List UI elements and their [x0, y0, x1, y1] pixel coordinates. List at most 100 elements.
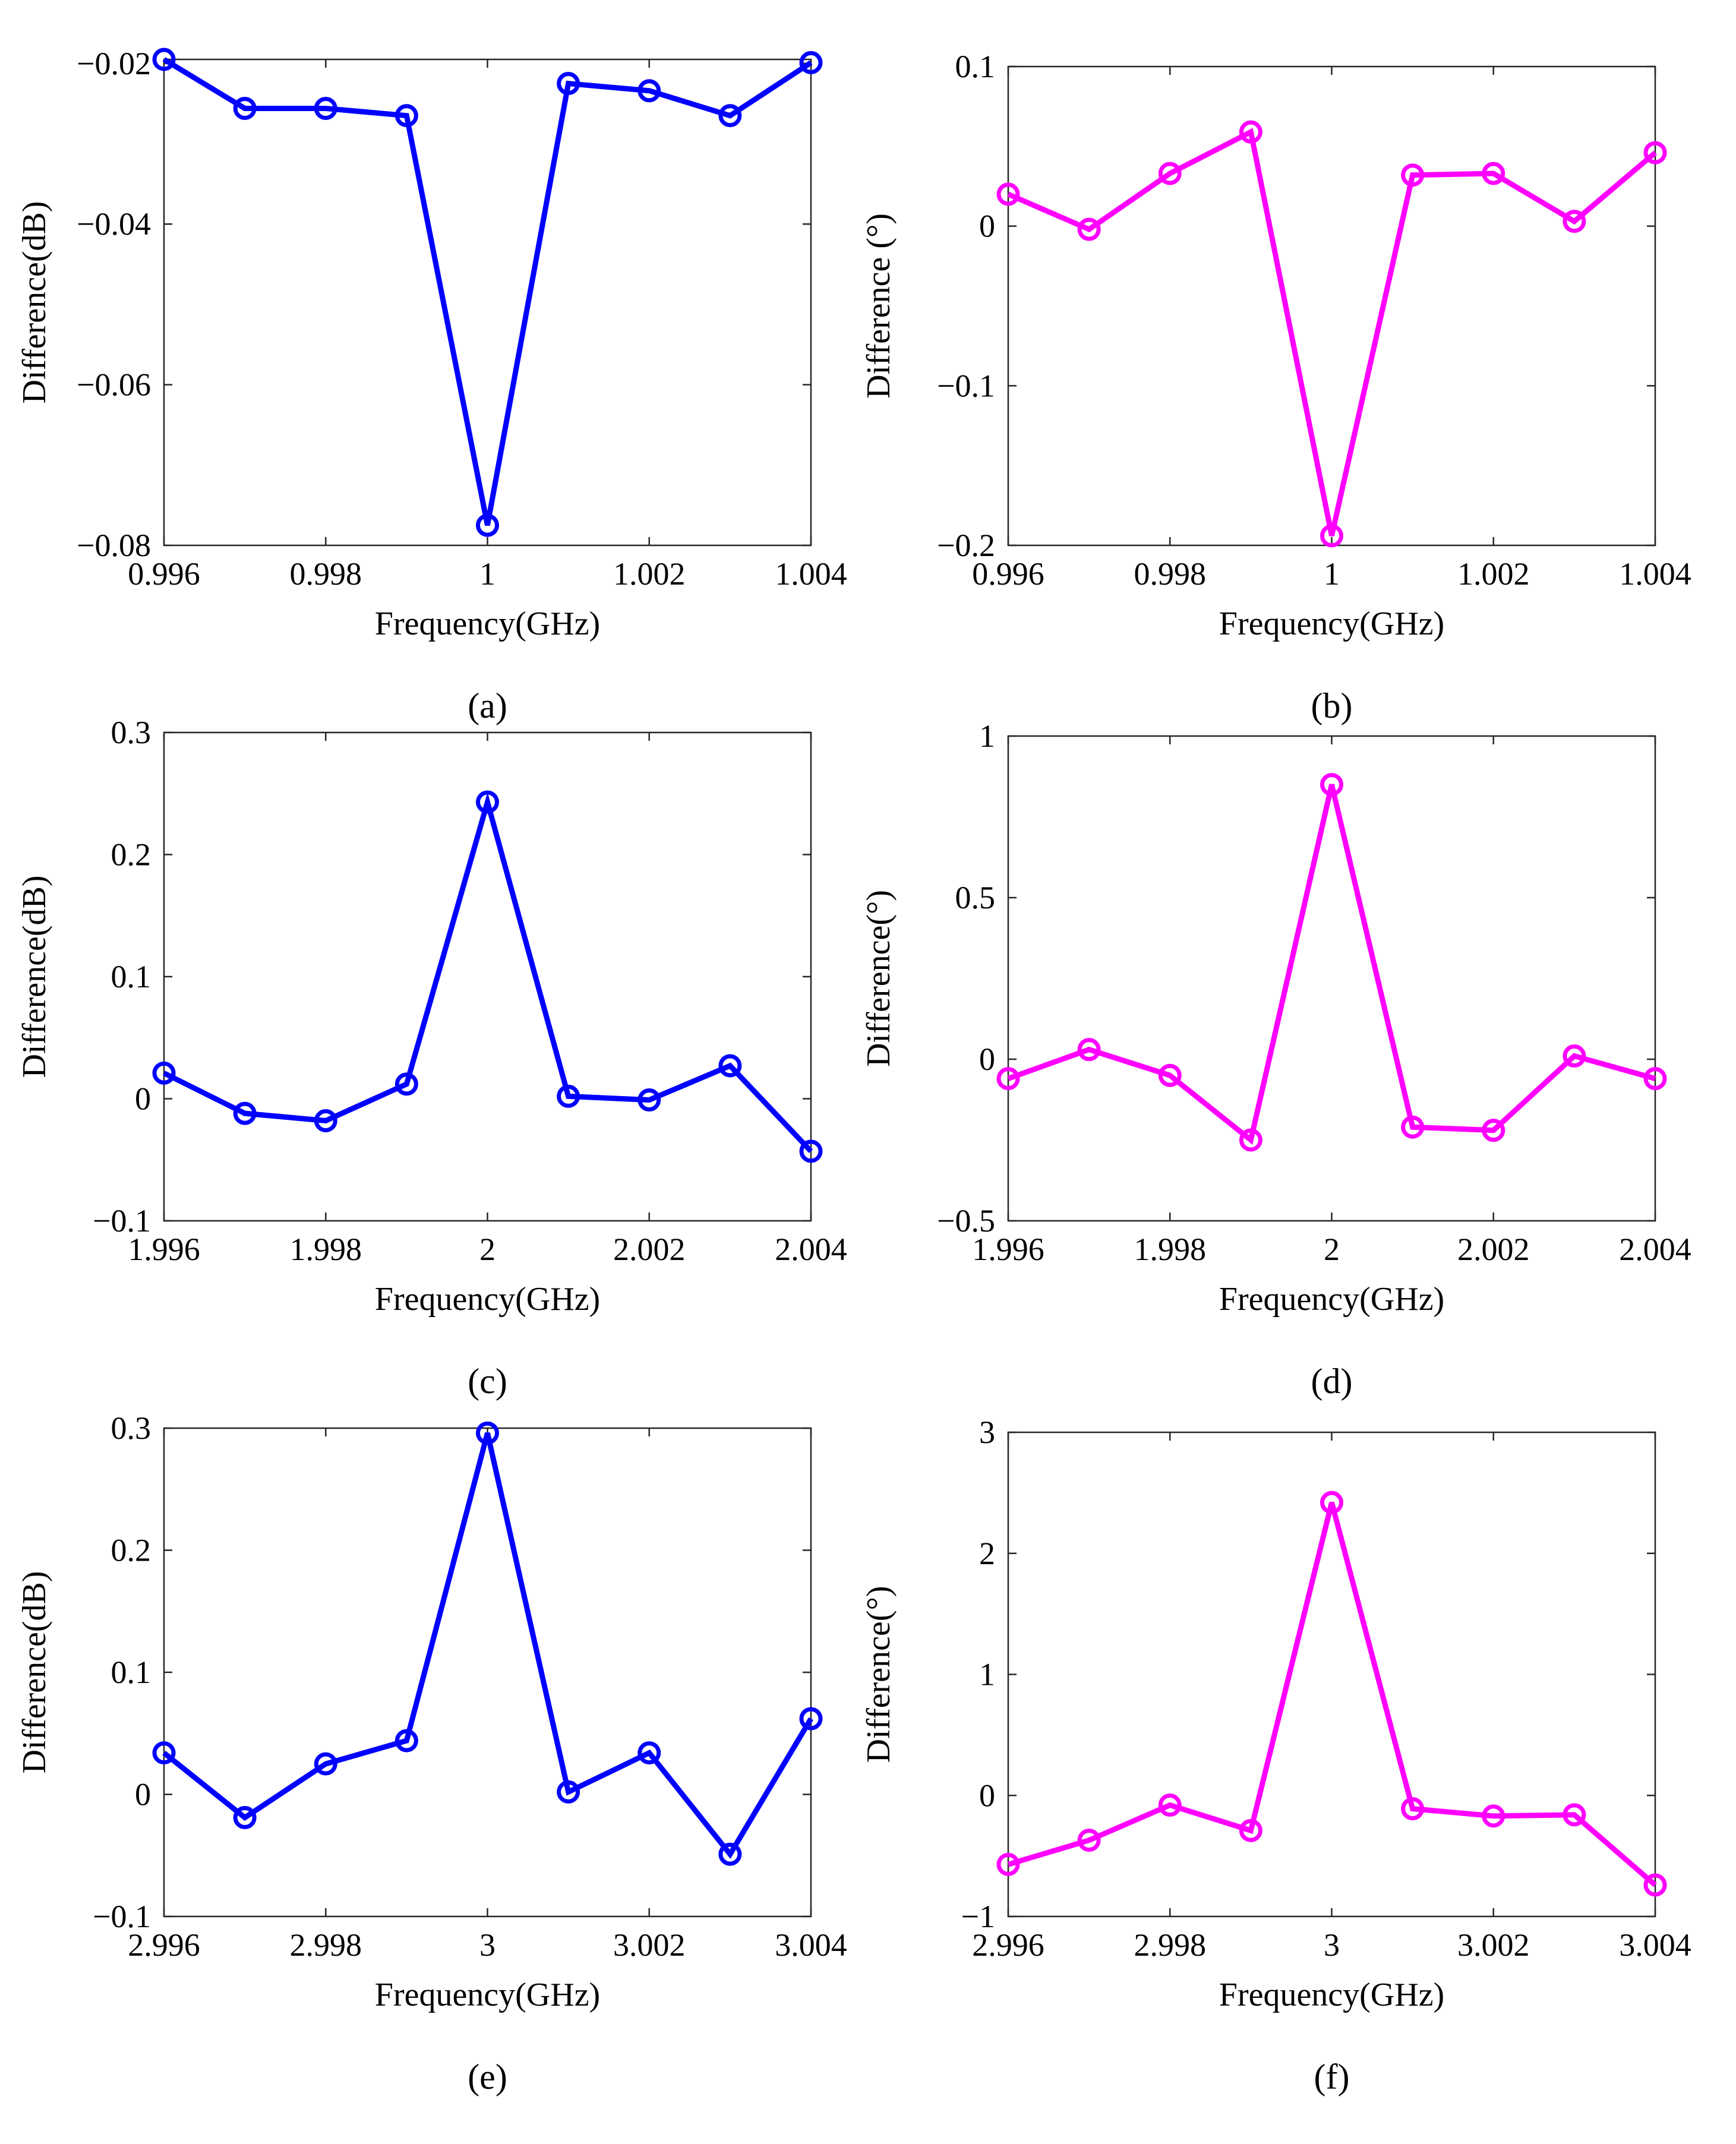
data-point — [1077, 1829, 1101, 1852]
y-tick-label: 0.2 — [111, 1533, 151, 1568]
data-point — [1158, 1063, 1182, 1087]
y-tick-label: 0 — [979, 1777, 995, 1813]
y-tick-label: 0 — [979, 209, 995, 244]
series-line — [1007, 784, 1656, 1145]
x-tick-label: 0.996 — [972, 556, 1044, 592]
y-tick-label: −0.1 — [937, 368, 995, 403]
data-point — [1239, 120, 1262, 144]
data-point — [799, 50, 823, 74]
data-point — [637, 1741, 661, 1765]
x-axis-label: Frequency(GHz) — [1219, 1281, 1444, 1318]
panel-caption: (d) — [1311, 1362, 1353, 1401]
data-point — [394, 1072, 418, 1096]
data-point — [476, 790, 499, 814]
data-point — [996, 182, 1020, 206]
data-point — [1401, 1797, 1425, 1821]
data-point — [1643, 1067, 1667, 1091]
chart-panel-b: 0.996 0.998 1 1.002 1.004 −0.2 −0.1 0 0.1 Frequen… — [860, 49, 1691, 725]
y-tick-label: 0 — [979, 1041, 995, 1077]
data-point — [152, 48, 176, 71]
data-point — [1482, 1119, 1505, 1142]
data-point — [1482, 162, 1505, 185]
y-axis-label: Difference (°) — [860, 213, 897, 399]
y-tick-label: 0.5 — [955, 880, 996, 915]
series-line — [162, 792, 813, 1153]
data-point — [557, 72, 580, 96]
y-tick-label: −0.02 — [77, 46, 151, 81]
chart-panel-e: 2.996 2.998 3 3.002 3.004 −0.1 0 0.1 0.2 0.3 Frequ… — [16, 1410, 847, 2096]
x-tick-label: 2.998 — [1134, 1927, 1207, 1963]
x-tick-label: 1.998 — [1134, 1232, 1207, 1267]
x-tick-label: 1.004 — [1619, 556, 1691, 592]
x-tick-label: 1.998 — [290, 1232, 362, 1267]
y-axis-label: Difference(°) — [860, 890, 897, 1067]
data-point — [1482, 1804, 1505, 1828]
x-tick-label: 2.002 — [613, 1232, 686, 1267]
axes-box — [1007, 735, 1656, 1222]
y-tick-label: −0.5 — [937, 1203, 995, 1239]
y-tick-label: −0.06 — [77, 367, 151, 403]
y-tick-label: −0.04 — [77, 206, 151, 242]
x-tick-label: 2 — [1324, 1232, 1340, 1267]
y-tick-label: 0 — [135, 1777, 151, 1813]
x-tick-label: 2.004 — [1619, 1232, 1691, 1267]
data-point — [1158, 1793, 1182, 1817]
y-tick-label: 0.3 — [111, 715, 151, 750]
y-tick-label: 1 — [979, 1657, 995, 1693]
axes-box — [163, 58, 812, 547]
data-point — [152, 1061, 176, 1085]
series-line — [162, 1432, 813, 1859]
axes-box — [1007, 65, 1656, 547]
data-point — [233, 1806, 257, 1830]
x-tick-label: 1.996 — [972, 1232, 1044, 1267]
x-tick-label: 3 — [1324, 1927, 1340, 1963]
data-point — [314, 96, 337, 120]
data-point — [1643, 1873, 1667, 1897]
panel-caption: (c) — [468, 1362, 507, 1401]
data-point — [1320, 1491, 1343, 1514]
chart-panel-f: 2.996 2.998 3 3.002 3.004 −1 0 1 2 3 Frequency(GHz… — [860, 1414, 1691, 2096]
data-point — [1320, 773, 1343, 797]
data-point — [996, 1852, 1020, 1876]
series-line — [1007, 1502, 1657, 1887]
x-tick-label: 2.998 — [290, 1927, 362, 1963]
x-tick-label: 2.996 — [128, 1927, 200, 1963]
y-tick-label: 0.1 — [111, 1654, 151, 1690]
data-point — [1158, 162, 1182, 185]
panel-caption: (f) — [1314, 2057, 1350, 2096]
data-point — [1320, 524, 1343, 548]
x-axis-label: Frequency(GHz) — [1219, 605, 1444, 642]
y-tick-label: −0.08 — [77, 528, 151, 563]
x-tick-label: 3.002 — [613, 1927, 686, 1963]
x-tick-label: 0.998 — [1134, 556, 1207, 592]
data-point — [996, 1067, 1020, 1091]
data-point — [394, 104, 418, 128]
y-axis-label: Difference(dB) — [16, 1571, 53, 1773]
x-tick-label: 2 — [479, 1232, 495, 1267]
data-point — [233, 1101, 257, 1125]
data-point — [1401, 163, 1425, 187]
data-point — [1563, 210, 1586, 233]
x-tick-label: 2.004 — [775, 1232, 847, 1267]
x-tick-label: 1 — [1324, 556, 1340, 592]
chart-panel-c: 1.996 1.998 2 2.002 2.004 −0.1 0 0.1 0.2 0.3 Frequ… — [16, 715, 847, 1401]
data-point — [233, 96, 257, 120]
y-tick-label: 3 — [979, 1414, 995, 1450]
data-point — [394, 1729, 418, 1753]
data-point — [637, 79, 661, 103]
x-tick-label: 0.998 — [290, 556, 362, 592]
data-point — [718, 1842, 742, 1866]
series-line — [1007, 128, 1657, 536]
data-point — [1239, 1128, 1262, 1152]
data-point — [1077, 1038, 1101, 1062]
data-point — [799, 1707, 823, 1731]
y-tick-label: 0 — [135, 1081, 151, 1117]
y-tick-label: −0.1 — [93, 1203, 151, 1239]
data-point — [314, 1752, 337, 1776]
data-point — [476, 513, 499, 537]
x-axis-label: Frequency(GHz) — [375, 605, 600, 642]
x-axis-label: Frequency(GHz) — [375, 1976, 600, 2013]
y-axis-label: Difference(dB) — [16, 201, 53, 403]
x-tick-label: 1 — [479, 556, 495, 592]
